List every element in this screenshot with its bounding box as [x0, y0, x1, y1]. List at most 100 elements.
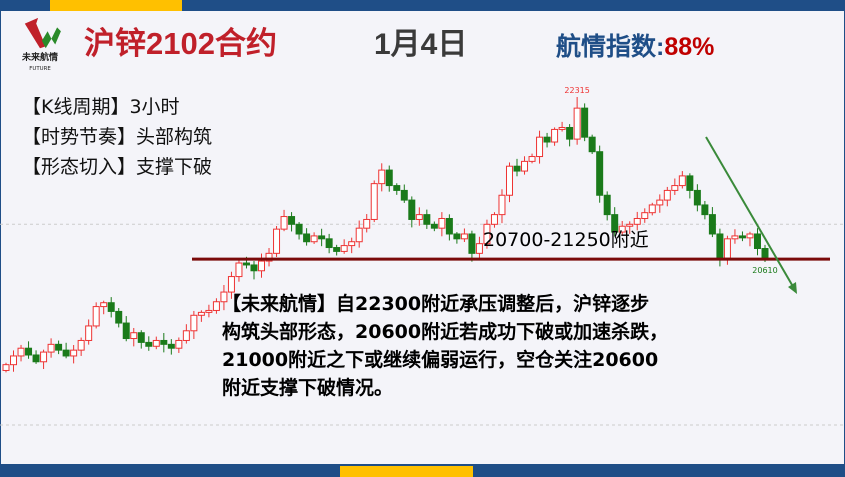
candle-body	[558, 126, 566, 130]
candle-body	[453, 233, 461, 240]
candle-body	[551, 128, 559, 143]
candle-body	[235, 262, 243, 278]
candle-body	[708, 214, 716, 235]
index-value: 88%	[664, 33, 715, 61]
low-label: 20610	[752, 266, 777, 275]
candle-body	[603, 194, 611, 216]
index-rating: 航情指数:88%	[556, 32, 714, 62]
candle-body	[415, 214, 423, 220]
commentary-line: 21000附近之下或继续偏弱运行，空仓关注20600	[222, 349, 659, 371]
candle-body	[40, 351, 48, 363]
candle-body	[678, 175, 686, 187]
candle-body	[273, 228, 281, 254]
candle-body	[385, 169, 393, 187]
bottom-banner	[0, 464, 845, 477]
logo-sub: FUTURE	[29, 66, 51, 72]
candle-body	[483, 223, 491, 245]
top-banner	[0, 0, 845, 11]
candle-body	[55, 343, 63, 351]
top-accent	[50, 0, 182, 11]
candle-body	[85, 325, 93, 341]
candle-body	[521, 160, 529, 172]
candle-body	[581, 107, 589, 138]
candle-body	[656, 199, 664, 206]
candle-body	[746, 233, 754, 239]
candle-body	[633, 217, 641, 225]
candle-body	[543, 136, 551, 143]
candle-body	[475, 243, 483, 254]
candle-body	[505, 165, 513, 196]
candle-body	[408, 199, 416, 220]
candle-body	[393, 185, 401, 191]
candle-body	[62, 349, 70, 357]
candle-body	[378, 169, 386, 185]
candle-body	[573, 107, 581, 140]
candle-body	[596, 151, 604, 196]
commentary-line: 【未来航情】自22300附近承压调整后，沪锌逐步	[222, 293, 650, 315]
candle-body	[2, 364, 10, 371]
tag-pattern: 【形态切入】支撑下破	[22, 156, 213, 178]
candle-body	[333, 247, 341, 252]
candle-body	[205, 309, 213, 313]
candle-body	[536, 136, 544, 158]
candle-body	[460, 233, 468, 240]
candle-body	[753, 233, 761, 250]
candle-body	[588, 136, 596, 153]
candle-body	[32, 354, 40, 363]
candle-body	[445, 217, 453, 235]
candle-body	[197, 311, 205, 316]
trend-arrow-head	[788, 282, 797, 294]
logo-arrow-icon	[24, 17, 61, 49]
candle-body	[490, 214, 498, 225]
candle-body	[265, 252, 273, 262]
commentary-line: 构筑头部形态，20600附近若成功下破或加速杀跌，	[222, 321, 669, 343]
candle-body	[761, 248, 769, 260]
candle-body	[738, 235, 746, 239]
candle-body	[190, 314, 198, 332]
candle-body	[663, 189, 671, 201]
candle-body	[25, 347, 33, 356]
candle-body	[731, 235, 739, 240]
candle-body	[400, 189, 408, 201]
candle-body	[280, 216, 288, 230]
candle-body	[92, 306, 100, 327]
candle-body	[626, 223, 634, 227]
candle-body	[100, 302, 108, 308]
candle-body	[130, 332, 138, 340]
candle-body	[430, 223, 438, 229]
candle-body	[167, 343, 175, 349]
candle-body	[303, 233, 311, 243]
high-label: 22315	[564, 86, 589, 95]
candle-body	[641, 212, 649, 219]
candle-body	[10, 355, 18, 366]
candle-body	[423, 214, 431, 225]
candle-body	[370, 183, 378, 220]
candle-body	[160, 339, 168, 345]
candle-body	[137, 332, 145, 343]
candle-body	[145, 341, 153, 347]
candle-body	[70, 349, 78, 357]
candle-body	[250, 264, 258, 272]
candle-body	[318, 235, 326, 240]
page-title: 沪锌2102合约	[84, 26, 277, 61]
candle-body	[152, 339, 160, 347]
candle-body	[227, 276, 235, 293]
candle-body	[295, 223, 303, 235]
candle-body	[566, 126, 574, 140]
commentary-line: 附近支撑下破情况。	[222, 377, 394, 399]
candle-body	[686, 175, 694, 191]
bottom-accent	[340, 466, 473, 477]
logo-text: 未来航情	[21, 53, 58, 63]
candle-body	[348, 241, 356, 247]
commentary: 【未来航情】自22300附近承压调整后，沪锌逐步 构筑头部形态，20600附近若…	[222, 290, 802, 402]
candle-body	[310, 235, 318, 243]
candle-body	[182, 330, 190, 341]
candle-body	[122, 322, 130, 340]
candle-body	[648, 204, 656, 214]
candle-body	[107, 302, 115, 312]
candle-body	[212, 301, 220, 311]
candle-body	[220, 291, 228, 303]
index-label: 航情指数:	[556, 33, 665, 61]
tag-rhythm: 【时势节奏】头部构筑	[22, 126, 213, 148]
candle-body	[498, 194, 506, 216]
